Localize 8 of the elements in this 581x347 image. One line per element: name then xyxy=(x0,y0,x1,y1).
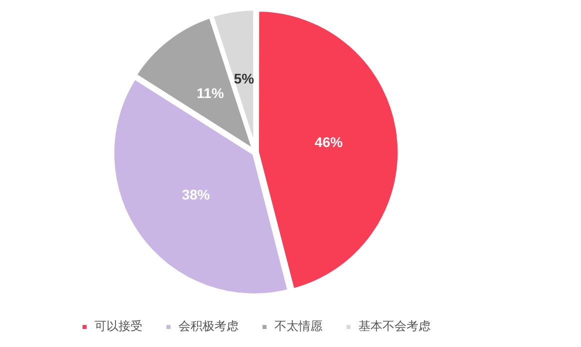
legend-label: 会积极考虑 xyxy=(178,319,238,334)
data-label: 46% xyxy=(314,134,344,150)
data-label: 5% xyxy=(234,70,255,87)
legend-label: 可以接受 xyxy=(94,319,142,334)
data-label: 38% xyxy=(182,186,210,203)
legend-label: 基本不会考虑 xyxy=(358,319,430,334)
legend-label: 不太情愿 xyxy=(274,319,322,334)
data-label: 11% xyxy=(196,85,224,102)
